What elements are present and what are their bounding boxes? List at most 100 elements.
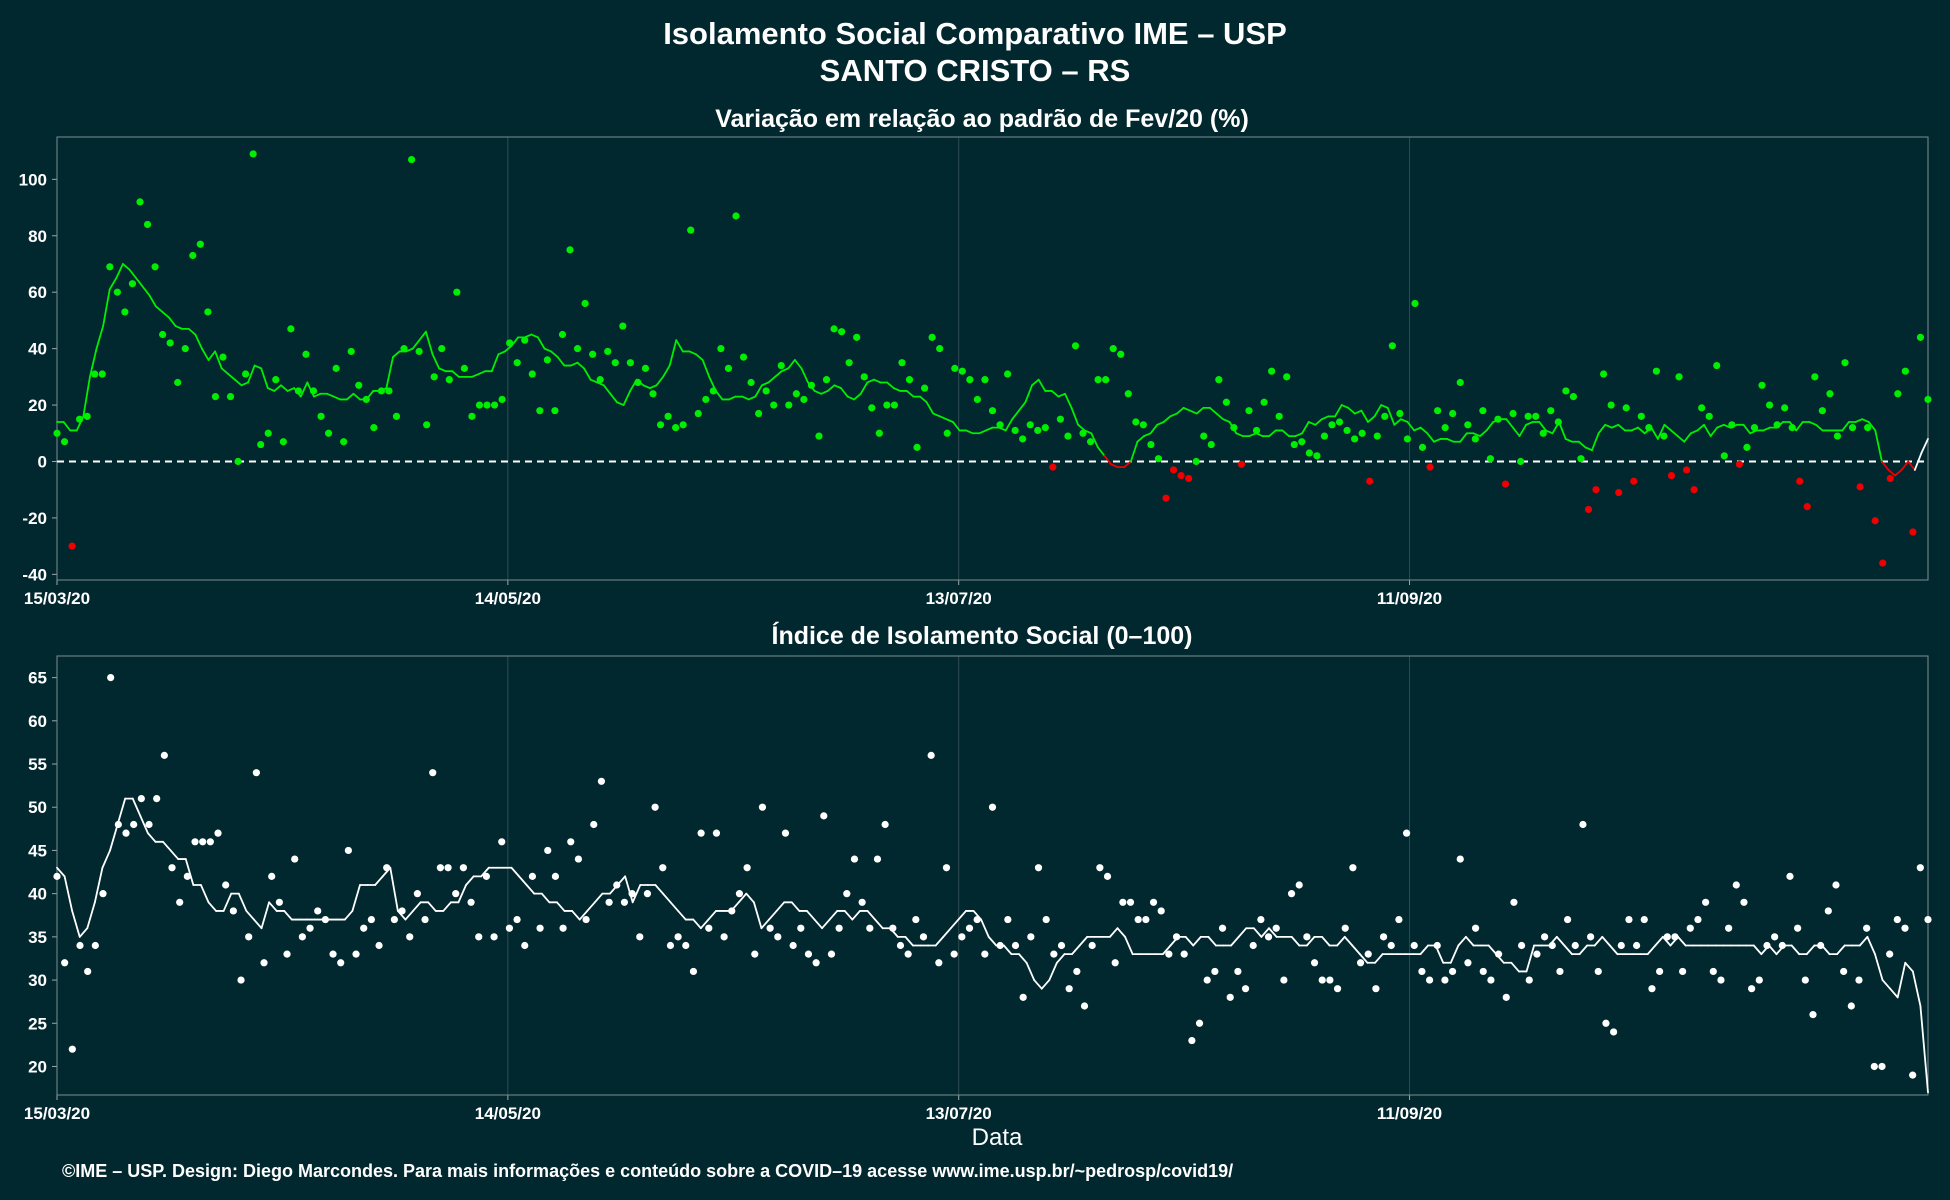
data-point: [1147, 440, 1155, 449]
moving-average-segment: [843, 910, 854, 921]
moving-average-segment: [1637, 426, 1646, 435]
data-point: [758, 803, 767, 811]
data-point: [1579, 820, 1587, 829]
moving-average-segment: [1290, 935, 1301, 947]
data-point: [355, 381, 363, 389]
x-tick-label: 15/03/20: [24, 589, 90, 608]
moving-average-segment: [1591, 432, 1600, 452]
moving-average-segment: [767, 375, 776, 384]
data-point: [1755, 976, 1763, 984]
moving-average-segment: [569, 361, 579, 367]
data-point: [1103, 872, 1112, 880]
data-point: [1434, 407, 1442, 415]
data-point: [1241, 985, 1250, 993]
data-point: [1479, 967, 1487, 976]
moving-average-segment: [616, 401, 625, 406]
data-point: [1525, 976, 1533, 984]
data-point: [1019, 435, 1027, 443]
moving-average-segment: [589, 378, 599, 384]
data-point: [151, 263, 159, 271]
data-point: [183, 872, 191, 880]
moving-average-segment: [677, 910, 687, 921]
data-point: [1341, 924, 1349, 932]
moving-average-segment: [1703, 423, 1712, 437]
data-point: [777, 361, 785, 370]
data-point: [807, 381, 816, 389]
moving-average-segment: [1169, 412, 1178, 418]
moving-average-segment: [649, 384, 658, 390]
moving-average-segment: [1033, 979, 1043, 990]
data-point: [360, 924, 368, 932]
data-point: [275, 898, 283, 906]
moving-average-segment: [1048, 961, 1058, 981]
data-point: [634, 378, 642, 387]
data-point: [1366, 477, 1374, 485]
data-point: [1298, 438, 1306, 446]
data-point: [83, 412, 91, 420]
data-point: [1169, 466, 1178, 474]
data-point: [174, 378, 182, 387]
moving-average-segment: [1110, 463, 1119, 469]
data-point: [528, 370, 536, 378]
moving-average-segment: [828, 910, 839, 921]
data-point: [1781, 404, 1789, 412]
data-point: [1257, 915, 1265, 924]
data-point: [421, 915, 429, 924]
moving-average-segment: [1340, 404, 1350, 409]
moving-average-segment: [1018, 953, 1028, 964]
data-point: [1328, 421, 1336, 429]
data-point: [1788, 424, 1796, 432]
data-point: [1501, 480, 1510, 488]
moving-average-segment: [1011, 409, 1020, 421]
moving-average-segment: [1294, 432, 1304, 437]
moving-average-segment: [1162, 415, 1172, 423]
moving-average-segment: [404, 910, 414, 921]
moving-average-segment: [840, 387, 849, 398]
data-point: [521, 941, 529, 950]
data-point: [1584, 505, 1593, 514]
data-point: [1818, 407, 1826, 415]
moving-average-segment: [932, 412, 941, 418]
data-point: [1686, 924, 1694, 932]
moving-average-segment: [987, 935, 998, 947]
moving-average-segment: [1446, 438, 1455, 443]
moving-average-segment: [1209, 406, 1218, 415]
moving-average-segment: [490, 353, 500, 373]
data-point: [881, 820, 889, 829]
moving-average-segment: [121, 263, 131, 271]
data-point: [1840, 967, 1848, 976]
data-point: [875, 429, 883, 437]
moving-average-segment: [1413, 426, 1422, 432]
moving-average-segment: [93, 866, 104, 904]
data-point: [566, 246, 574, 254]
data-point: [1402, 829, 1411, 837]
data-point: [596, 376, 604, 384]
moving-average-segment: [1097, 446, 1106, 457]
moving-average-segment: [260, 901, 270, 930]
data-point: [398, 907, 406, 915]
data-point: [445, 376, 453, 384]
data-point: [302, 350, 310, 358]
data-point: [551, 872, 560, 880]
moving-average-segment: [1367, 415, 1376, 423]
data-point: [1027, 933, 1035, 941]
moving-average-segment: [892, 387, 902, 392]
data-point: [827, 950, 836, 958]
data-point: [728, 907, 736, 915]
data-point: [1479, 407, 1487, 415]
moving-average-segment: [1459, 432, 1468, 443]
moving-average-segment: [1314, 418, 1323, 426]
moving-average-segment: [139, 814, 149, 835]
moving-average-segment: [571, 910, 581, 921]
data-point: [573, 345, 582, 353]
data-point: [1599, 370, 1608, 378]
moving-average-segment: [207, 350, 217, 361]
data-point: [1856, 483, 1864, 491]
moving-average-segment: [247, 364, 256, 384]
data-point: [800, 395, 808, 404]
moving-average-segment: [95, 325, 105, 350]
data-point: [927, 751, 935, 759]
data-point: [1364, 950, 1372, 958]
moving-average-segment: [537, 336, 546, 350]
moving-average-segment: [1426, 432, 1435, 443]
